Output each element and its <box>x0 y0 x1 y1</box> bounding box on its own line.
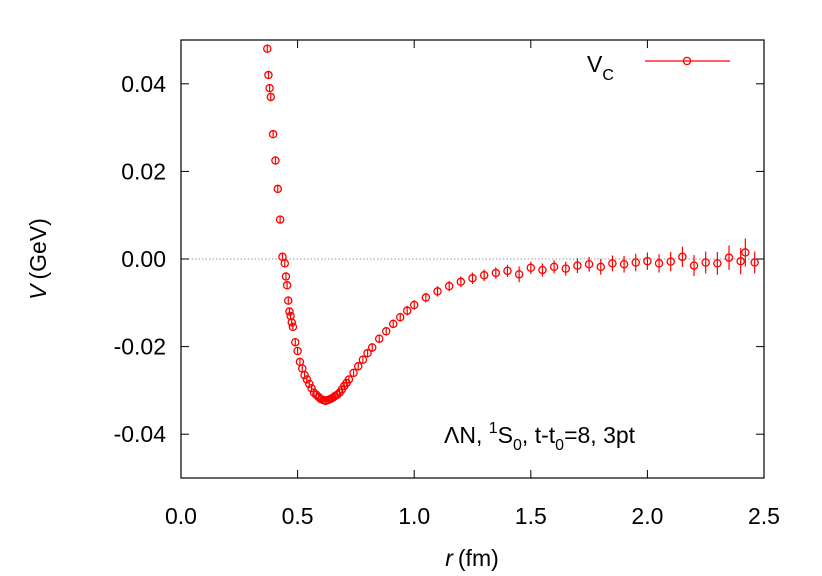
data-point <box>538 265 547 275</box>
data-point <box>750 258 759 267</box>
data-point <box>300 370 309 380</box>
data-point <box>305 379 314 389</box>
data-point <box>724 253 734 262</box>
data-point <box>374 334 384 343</box>
y-axis: 0.04 0.02 0.00 -0.02 -0.04 <box>114 71 764 447</box>
data-point <box>363 348 372 358</box>
data-point <box>514 270 524 279</box>
data-point <box>388 319 398 329</box>
data-point <box>491 268 501 278</box>
x-tick-label: 1.5 <box>515 503 547 529</box>
data-point <box>266 92 276 102</box>
data-point <box>654 259 664 268</box>
data-point <box>456 277 466 287</box>
data-point <box>268 129 278 139</box>
data-point <box>678 252 687 262</box>
data-point <box>264 70 273 80</box>
data-point <box>409 300 419 310</box>
data-point <box>713 259 722 268</box>
data-point <box>395 313 405 322</box>
data-point <box>280 259 290 268</box>
data-point <box>265 83 274 93</box>
x-axis-label: r (fm) <box>445 545 499 571</box>
data-point <box>275 215 285 224</box>
data-point <box>433 287 442 296</box>
legend: VC <box>587 51 730 84</box>
legend-label: VC <box>587 51 614 84</box>
data-point <box>349 368 358 378</box>
y-axis-label: V(GeV) <box>25 218 51 300</box>
data-point <box>309 388 319 397</box>
data-point <box>358 355 368 364</box>
data-point <box>444 281 454 291</box>
data-series-vc <box>263 44 759 406</box>
x-axis: 0.0 0.5 1.0 1.5 2.0 2.5 <box>165 40 780 529</box>
data-point <box>503 266 512 276</box>
data-point <box>293 346 302 356</box>
data-point <box>291 337 300 347</box>
data-point <box>307 383 316 393</box>
y-tick-label: 0.02 <box>121 158 166 184</box>
data-point <box>741 248 750 257</box>
data-point <box>381 327 391 336</box>
data-point <box>526 263 536 273</box>
data-point <box>271 156 280 165</box>
data-point <box>367 343 377 352</box>
data-point <box>468 274 477 283</box>
data-point <box>287 318 297 327</box>
data-point <box>285 307 294 316</box>
x-tick-label: 2.0 <box>631 503 663 529</box>
data-point <box>344 375 354 384</box>
y-tick-label: -0.02 <box>114 334 166 360</box>
data-point <box>666 257 675 266</box>
x-tick-label: 0.0 <box>165 503 197 529</box>
data-point <box>561 264 571 273</box>
data-point <box>312 390 321 400</box>
x-tick-label: 2.5 <box>748 503 780 529</box>
data-point <box>549 262 559 272</box>
data-point <box>689 261 699 270</box>
data-point <box>284 296 293 305</box>
data-point <box>596 262 606 272</box>
data-point <box>263 44 272 54</box>
data-point <box>619 260 629 269</box>
y-tick-label: 0.00 <box>121 246 166 272</box>
y-tick-label: -0.04 <box>114 421 167 447</box>
data-point <box>332 390 342 400</box>
y-tick-label: 0.04 <box>121 71 166 97</box>
data-point <box>643 256 652 266</box>
data-point <box>302 375 312 384</box>
data-point <box>608 259 617 268</box>
data-point <box>281 272 291 281</box>
data-point <box>479 270 489 280</box>
data-point <box>736 256 745 266</box>
x-tick-label: 1.0 <box>398 503 430 529</box>
data-point <box>573 261 582 270</box>
annotation-text: ΛN, 1S0, t-t0=8, 3pt <box>444 420 636 454</box>
data-point <box>631 258 640 267</box>
data-point <box>701 258 710 267</box>
data-point <box>273 184 283 194</box>
legend-marker <box>682 56 692 66</box>
data-point <box>402 306 412 315</box>
data-point <box>421 293 431 302</box>
data-point <box>353 362 363 371</box>
data-point <box>584 260 594 269</box>
data-point <box>288 322 298 332</box>
x-tick-label: 0.5 <box>282 503 314 529</box>
data-point <box>282 281 292 290</box>
